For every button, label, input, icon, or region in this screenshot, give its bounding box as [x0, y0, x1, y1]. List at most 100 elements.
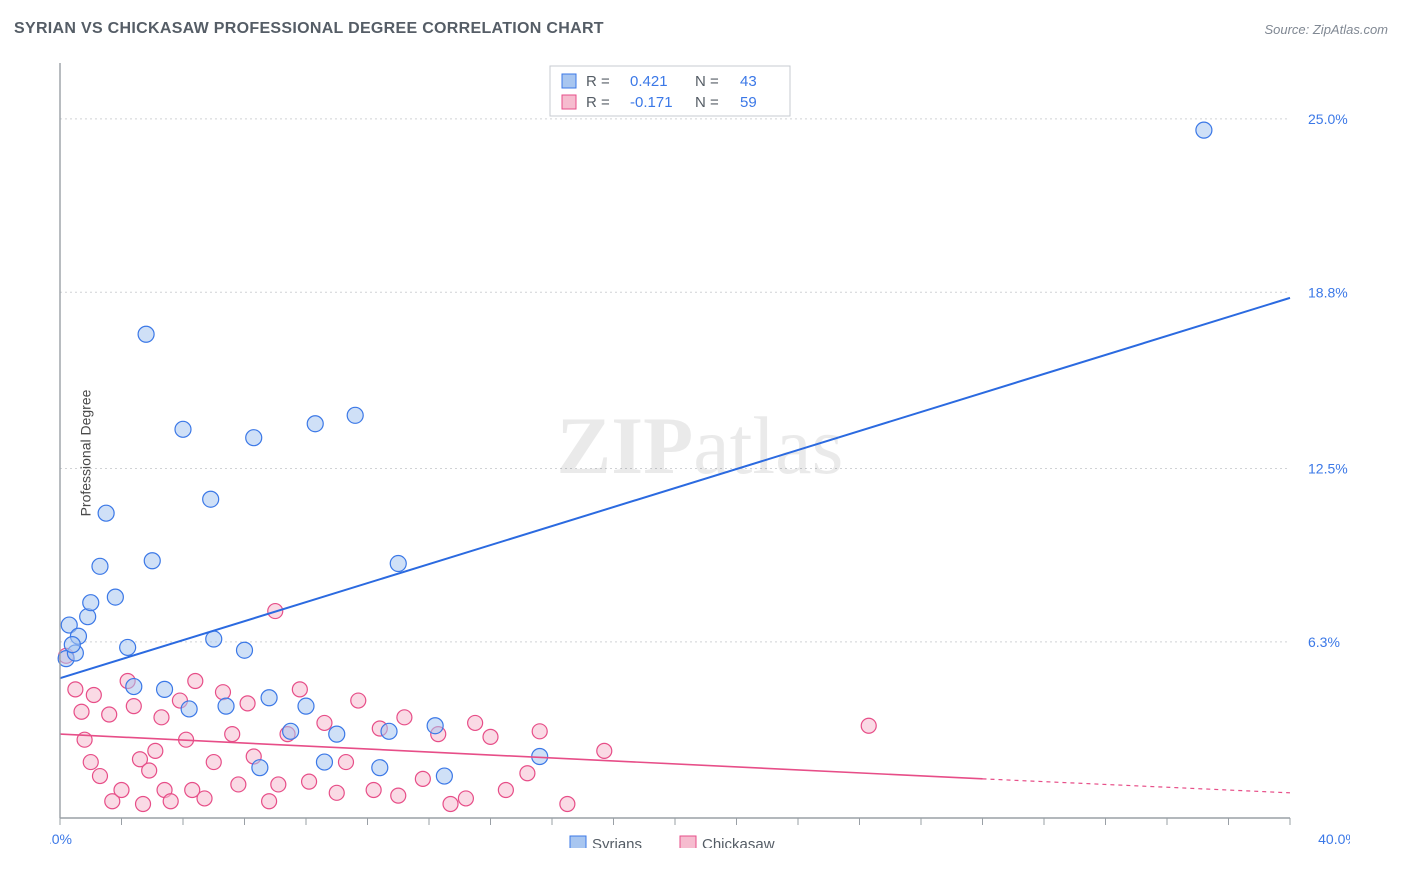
data-point-chickasaw [136, 797, 151, 812]
legend-swatch-chickasaw [680, 836, 696, 848]
data-point-chickasaw [397, 710, 412, 725]
data-point-syrians [64, 637, 80, 653]
data-point-syrians [98, 505, 114, 521]
data-point-chickasaw [262, 794, 277, 809]
data-point-chickasaw [292, 682, 307, 697]
data-point-chickasaw [443, 797, 458, 812]
data-point-syrians [237, 642, 253, 658]
data-point-syrians [175, 421, 191, 437]
data-point-syrians [372, 760, 388, 776]
data-point-chickasaw [197, 791, 212, 806]
data-point-chickasaw [302, 774, 317, 789]
data-point-chickasaw [163, 794, 178, 809]
data-point-chickasaw [225, 727, 240, 742]
data-point-chickasaw [498, 783, 513, 798]
data-point-syrians [283, 723, 299, 739]
source-attribution: Source: ZipAtlas.com [1264, 22, 1388, 37]
y-axis-label: Professional Degree [77, 390, 93, 517]
data-point-chickasaw [329, 785, 344, 800]
data-point-chickasaw [458, 791, 473, 806]
svg-text:R =: R = [586, 73, 610, 90]
svg-text:N =: N = [695, 94, 719, 111]
data-point-chickasaw [520, 766, 535, 781]
data-point-syrians [206, 631, 222, 647]
data-point-syrians [261, 690, 277, 706]
data-point-syrians [329, 726, 345, 742]
svg-text:25.0%: 25.0% [1308, 111, 1348, 127]
data-point-chickasaw [92, 769, 107, 784]
data-point-chickasaw [206, 755, 221, 770]
scatter-plot: ZIPatlas R = 0.421 N = 43 R = -0.171 N = 59 Syr… [50, 58, 1350, 848]
data-point-chickasaw [415, 771, 430, 786]
data-point-syrians [316, 754, 332, 770]
data-point-syrians [120, 639, 136, 655]
data-point-chickasaw [271, 777, 286, 792]
data-point-chickasaw [126, 699, 141, 714]
svg-text:59: 59 [740, 94, 757, 111]
data-point-syrians [80, 609, 96, 625]
data-point-syrians [307, 416, 323, 432]
data-point-chickasaw [861, 718, 876, 733]
svg-text:-0.171: -0.171 [630, 94, 673, 111]
trend-line-chickasaw-extrapolated [983, 779, 1291, 793]
svg-text:43: 43 [740, 73, 757, 90]
svg-text:18.8%: 18.8% [1308, 284, 1348, 300]
stats-swatch-chickasaw [562, 95, 576, 109]
data-point-syrians [252, 760, 268, 776]
data-point-chickasaw [74, 704, 89, 719]
data-point-chickasaw [102, 707, 117, 722]
data-point-chickasaw [560, 797, 575, 812]
legend-label-syrians: Syrians [592, 836, 642, 848]
data-point-chickasaw [483, 729, 498, 744]
plot-wrapper: Professional Degree ZIPatlas R = 0.421 N =… [50, 58, 1350, 848]
data-point-chickasaw [148, 743, 163, 758]
data-point-syrians [436, 768, 452, 784]
data-point-syrians [181, 701, 197, 717]
data-point-chickasaw [68, 682, 83, 697]
legend-label-chickasaw: Chickasaw [702, 836, 775, 848]
data-point-chickasaw [188, 673, 203, 688]
data-point-chickasaw [468, 715, 483, 730]
data-point-chickasaw [597, 743, 612, 758]
data-point-syrians [138, 326, 154, 342]
data-point-syrians [218, 698, 234, 714]
svg-text:R =: R = [586, 94, 610, 111]
data-point-syrians [347, 407, 363, 423]
data-point-syrians [381, 723, 397, 739]
data-point-chickasaw [83, 755, 98, 770]
svg-text:40.0%: 40.0% [1318, 831, 1350, 847]
data-point-syrians [107, 589, 123, 605]
data-point-chickasaw [317, 715, 332, 730]
data-point-syrians [1196, 122, 1212, 138]
data-point-chickasaw [231, 777, 246, 792]
data-point-syrians [427, 718, 443, 734]
data-point-chickasaw [114, 783, 129, 798]
chart-title: SYRIAN VS CHICKASAW PROFESSIONAL DEGREE … [14, 20, 604, 38]
legend-swatch-syrians [570, 836, 586, 848]
data-point-chickasaw [215, 685, 230, 700]
stats-swatch-syrians [562, 74, 576, 88]
data-point-chickasaw [532, 724, 547, 739]
svg-text:6.3%: 6.3% [1308, 634, 1340, 650]
svg-text:0.0%: 0.0% [50, 831, 72, 847]
chart-container: SYRIAN VS CHICKASAW PROFESSIONAL DEGREE … [0, 0, 1406, 892]
data-point-syrians [298, 698, 314, 714]
data-point-syrians [144, 553, 160, 569]
data-point-chickasaw [154, 710, 169, 725]
svg-text:0.421: 0.421 [630, 73, 668, 90]
trend-line-syrians [60, 298, 1290, 678]
data-point-chickasaw [366, 783, 381, 798]
watermark: ZIPatlas [557, 400, 844, 491]
data-point-chickasaw [391, 788, 406, 803]
data-point-syrians [157, 681, 173, 697]
data-point-syrians [390, 556, 406, 572]
data-point-chickasaw [240, 696, 255, 711]
svg-text:12.5%: 12.5% [1308, 460, 1348, 476]
data-point-chickasaw [142, 763, 157, 778]
data-point-syrians [92, 558, 108, 574]
data-point-chickasaw [86, 687, 101, 702]
data-point-syrians [203, 491, 219, 507]
svg-text:N =: N = [695, 73, 719, 90]
data-point-syrians [126, 679, 142, 695]
data-point-chickasaw [351, 693, 366, 708]
